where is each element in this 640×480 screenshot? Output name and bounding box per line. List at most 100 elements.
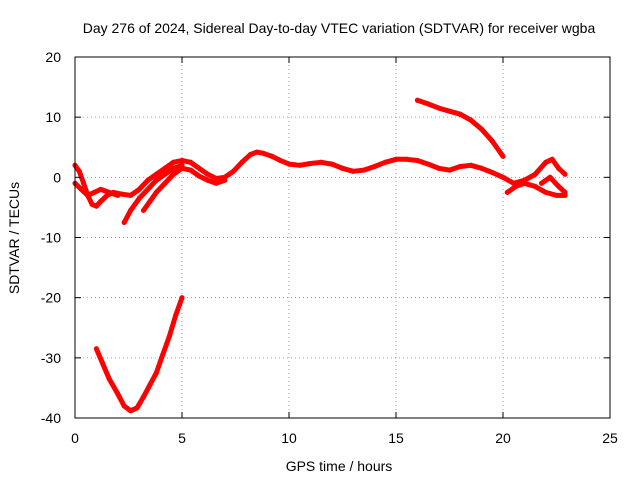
data-point <box>436 105 442 111</box>
data-point <box>382 159 388 165</box>
data-point <box>562 171 568 177</box>
y-tick-label: -20 <box>41 290 61 306</box>
data-point <box>254 149 260 155</box>
data-point <box>162 165 168 171</box>
data-point <box>136 186 142 192</box>
data-point <box>340 165 345 171</box>
data-point <box>166 334 172 340</box>
data-point <box>436 165 442 171</box>
data-point <box>98 198 104 204</box>
data-point <box>89 201 95 207</box>
series-upper-trace <box>414 97 506 159</box>
data-point <box>121 403 127 409</box>
x-tick-label: 15 <box>388 430 404 446</box>
data-point <box>239 159 245 165</box>
data-point <box>179 165 185 171</box>
data-point <box>479 165 485 171</box>
data-point <box>136 195 142 201</box>
data-point <box>106 376 112 382</box>
data-point <box>179 158 185 163</box>
data-point <box>277 158 283 163</box>
data-point <box>153 370 159 376</box>
data-point <box>297 162 303 168</box>
chart-title: Day 276 of 2024, Sidereal Day-to-day VTE… <box>83 20 596 36</box>
data-point <box>153 171 159 177</box>
data-point <box>556 165 562 171</box>
y-tick-label: -10 <box>41 230 61 246</box>
data-point <box>425 161 431 167</box>
data-point <box>307 161 313 166</box>
data-point <box>372 164 378 169</box>
x-tick-label: 0 <box>71 430 79 446</box>
data-point <box>504 189 510 195</box>
data-point <box>350 168 356 174</box>
axis-ticks: 0 5 10 15 20 25 -40 -30 -20 -10 0 10 20 <box>41 49 618 446</box>
data-point <box>489 138 495 144</box>
y-axis-label: SDTVAR / TECUs <box>6 182 22 294</box>
data-point <box>145 177 151 183</box>
series-line <box>414 97 506 159</box>
data-point <box>500 174 506 180</box>
data-point <box>85 192 91 198</box>
y-tick-label: -30 <box>41 350 61 366</box>
data-point <box>318 159 324 165</box>
data-point <box>329 161 335 167</box>
data-point <box>188 159 194 165</box>
data-point <box>556 183 562 189</box>
data-point <box>547 174 553 180</box>
data-point <box>468 162 474 168</box>
x-tick-label: 25 <box>602 430 618 446</box>
data-point <box>513 183 519 189</box>
data-point <box>213 180 219 186</box>
data-point <box>457 111 463 117</box>
data-point <box>173 313 179 319</box>
series-line <box>93 295 185 414</box>
data-point <box>128 408 134 414</box>
data-point <box>532 183 538 189</box>
y-tick-label: 0 <box>53 169 61 185</box>
data-point <box>153 177 159 183</box>
data-point <box>147 198 153 204</box>
data-point <box>213 176 219 181</box>
data-point <box>78 186 84 192</box>
data-point <box>539 180 544 186</box>
data-point <box>447 108 452 114</box>
data-point <box>457 164 463 169</box>
data-point <box>134 405 140 411</box>
data-point <box>479 126 485 132</box>
data-point <box>205 171 211 177</box>
data-point <box>532 171 538 177</box>
data-point <box>489 170 495 175</box>
data-point <box>468 117 474 123</box>
y-tick-label: -40 <box>41 410 61 426</box>
data-point <box>162 180 168 186</box>
data-point <box>170 165 176 171</box>
x-tick-label: 5 <box>178 430 186 446</box>
data-point <box>414 97 420 103</box>
data-point <box>76 168 82 174</box>
data-point <box>179 295 185 301</box>
data-point <box>188 167 194 173</box>
data-point <box>100 361 106 367</box>
data-point <box>128 192 134 198</box>
series-branch-4 <box>504 180 568 198</box>
data-point <box>141 394 146 400</box>
data-point <box>106 189 112 195</box>
series-branch-1 <box>72 180 121 198</box>
data-point <box>447 167 452 173</box>
data-point <box>98 186 104 192</box>
data-point <box>554 192 559 198</box>
series-main-trace <box>72 149 568 209</box>
data-point <box>521 180 527 186</box>
data-point <box>404 156 410 162</box>
series-branch-5 <box>539 174 568 195</box>
data-point <box>205 177 211 183</box>
series-branch-2 <box>121 162 185 225</box>
data-point <box>230 168 236 174</box>
data-point <box>93 346 99 352</box>
data-point <box>196 165 202 171</box>
data-point <box>128 207 134 213</box>
data-point <box>153 189 159 195</box>
data-point <box>222 177 228 183</box>
